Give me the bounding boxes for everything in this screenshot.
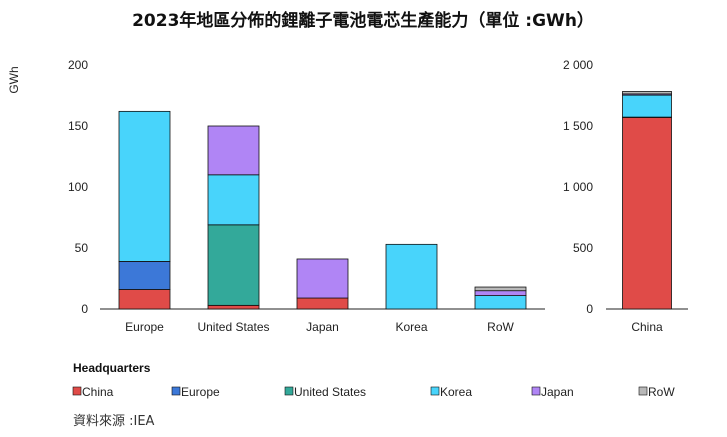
bar-segment-china-row [622,91,672,95]
bar-segment-japan-china [296,297,349,310]
x-tick-label-china: China [631,320,663,334]
y-tick-label: 1 500 [563,119,593,133]
bar-segment-row-japan [474,290,527,296]
legend-label-united-states: United States [294,385,366,399]
bar-segment-united-states-united-states [207,224,260,306]
chart-title: 2023年地區分佈的鋰離子電池電芯生產能力（單位 :GWh） [132,10,594,31]
legend-swatch-row [638,386,648,396]
x-tick-label-europe: Europe [125,320,164,334]
bar-segment-china-china [622,117,672,310]
x-tick-label-row: RoW [487,320,514,334]
legend-title: Headquarters [73,361,151,375]
bar-segment-united-states-japan [207,125,260,176]
bar-segment-korea-korea [385,243,438,310]
y-tick-label: 100 [68,180,88,194]
y-tick-label: 150 [68,119,88,133]
y-tick-label: 1 000 [563,180,593,194]
left-chart-group: 200 150 100 50 0 Europe United States Japan Kore… [68,58,545,334]
y-axis-label: GWh [7,66,21,93]
legend-swatch-europe [171,386,181,396]
bar-segment-japan-japan [296,258,349,299]
legend-label-japan: Japan [541,385,574,399]
x-tick-label-korea: Korea [395,320,427,334]
y-tick-label: 2 000 [563,58,593,72]
legend: China Europe United States Korea Japan RoW [72,385,675,399]
bar-segment-china-korea [622,94,672,118]
legend-swatch-china [72,386,82,396]
y-tick-label: 200 [68,58,88,72]
right-chart-group: 2 000 1 500 1 000 500 0 China [563,58,688,334]
bar-segment-united-states-korea [207,174,260,226]
y-tick-label: 0 [586,302,593,316]
x-tick-label-japan: Japan [306,320,339,334]
source-note: 資料來源 :IEA [73,414,155,429]
bar-segment-row-row [474,286,527,292]
bar-segment-europe-europe [118,261,171,290]
legend-label-row: RoW [648,385,675,399]
legend-swatch-japan [531,386,541,396]
x-tick-label-united-states: United States [197,320,269,334]
bar-segment-united-states-china [207,304,260,310]
legend-swatch-korea [430,386,440,396]
bar-segment-row-korea [474,295,527,310]
bar-segment-europe-china [118,289,171,310]
legend-label-europe: Europe [181,385,220,399]
legend-label-china: China [82,385,114,399]
bar-segment-europe-korea [118,110,171,262]
y-tick-label: 50 [75,241,89,255]
y-tick-label: 0 [81,302,88,316]
y-tick-label: 500 [573,241,593,255]
legend-label-korea: Korea [440,385,472,399]
legend-swatch-united-states [284,386,294,396]
